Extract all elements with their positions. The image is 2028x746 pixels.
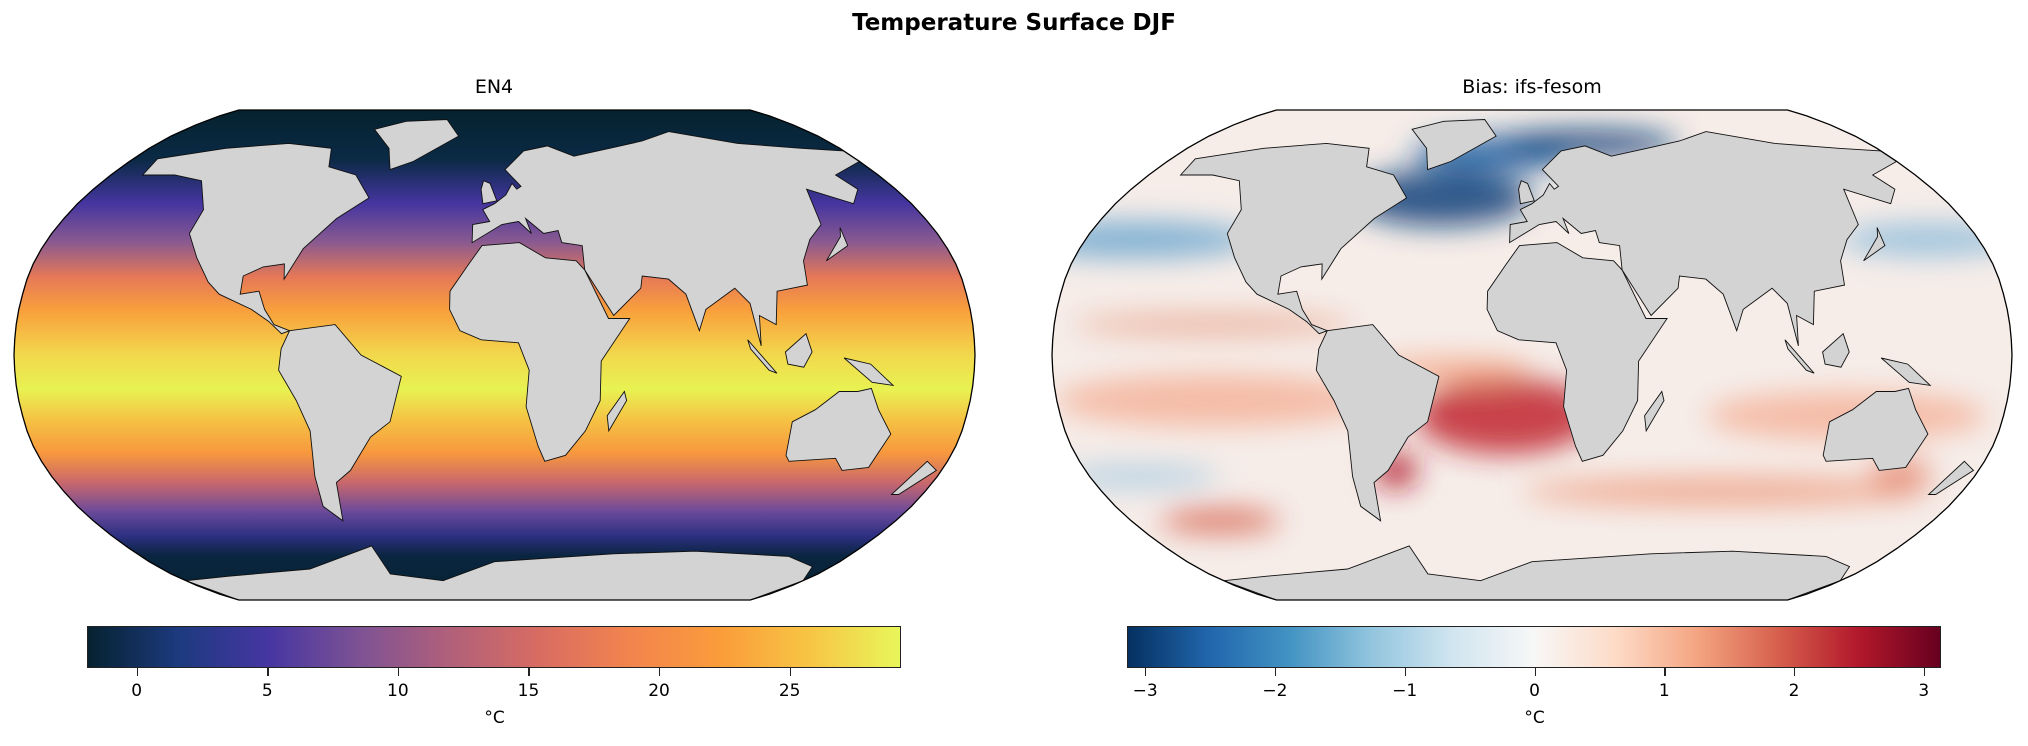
colorbar-tick xyxy=(528,668,530,676)
colorbar-tick-label: 0 xyxy=(131,681,143,701)
land-britain xyxy=(480,180,498,205)
panel-title-en4: EN4 xyxy=(474,76,514,98)
colorbar-tick xyxy=(789,668,791,676)
land-south-america xyxy=(1315,324,1440,522)
colorbar-tick xyxy=(1274,668,1277,676)
land-antarctica xyxy=(185,545,814,600)
panel-title-bias: Bias: ifs-fesom xyxy=(1462,76,1602,98)
land-madagascar xyxy=(606,390,628,433)
land-south-america xyxy=(278,324,402,522)
colorbar-bias xyxy=(1127,626,1941,668)
land-antarctica xyxy=(1223,545,1851,600)
bias-anomaly xyxy=(1415,377,1596,454)
land-borneo xyxy=(1822,332,1850,368)
land-north-america xyxy=(1179,142,1408,335)
land-new-zealand xyxy=(1927,460,1975,495)
bias-anomaly xyxy=(1160,508,1281,533)
colorbar-tick xyxy=(1923,668,1926,676)
land-new-guinea xyxy=(843,357,895,387)
colorbar-tick xyxy=(659,668,661,676)
colorbar-tick-label: 10 xyxy=(387,681,409,701)
land-sumatra xyxy=(1784,339,1815,374)
colorbar-tick xyxy=(397,668,400,676)
map-boundary xyxy=(13,109,976,601)
colorbar-tick-label: 5 xyxy=(261,681,273,701)
land-britain xyxy=(1518,180,1535,205)
land-new-guinea xyxy=(1880,357,1932,387)
colorbar-tick xyxy=(1664,668,1666,676)
colorbar-tick-label: 3 xyxy=(1918,681,1930,701)
colorbar-tick-label: 2 xyxy=(1788,681,1800,701)
bias-anomaly xyxy=(1073,314,1354,335)
colorbar-tick xyxy=(1534,668,1536,676)
land-africa xyxy=(449,242,631,462)
land-japan xyxy=(826,227,849,262)
colorbar-tick xyxy=(1404,668,1407,676)
land-eurasia xyxy=(1509,131,1898,347)
colorbar-en4 xyxy=(87,626,901,668)
bias-anomaly xyxy=(1058,466,1219,487)
land-greenland xyxy=(373,119,460,171)
land-madagascar xyxy=(1644,390,1665,433)
colorbar-tick xyxy=(1145,668,1147,676)
colorbar-tick-label: 20 xyxy=(648,681,670,701)
colorbar-label: °C xyxy=(1524,708,1545,728)
bias-anomaly xyxy=(1523,477,1924,506)
colorbar-tick-label: −1 xyxy=(1392,681,1418,701)
land-japan xyxy=(1863,227,1886,262)
map-en4 xyxy=(13,109,976,601)
colorbar-tick xyxy=(267,668,269,676)
colorbar-tick-label: 15 xyxy=(517,681,540,701)
land-new-zealand xyxy=(890,460,938,495)
bias-anomaly xyxy=(1838,223,2012,256)
land-africa xyxy=(1486,242,1668,462)
land-greenland xyxy=(1411,119,1497,171)
land-australia xyxy=(1822,387,1929,471)
bias-anomaly xyxy=(1052,221,1256,258)
map-bias xyxy=(1051,109,2013,601)
figure-title: Temperature Surface DJF xyxy=(852,10,1176,36)
map-boundary xyxy=(1051,109,2013,601)
land-north-america xyxy=(141,142,370,335)
bias-anomaly xyxy=(1055,374,1376,427)
bias-anomaly xyxy=(1498,129,1679,158)
land-borneo xyxy=(784,332,813,368)
land-eurasia xyxy=(471,131,861,347)
land-australia xyxy=(785,387,892,471)
colorbar-tick-label: 1 xyxy=(1658,681,1670,701)
colorbar-tick xyxy=(1794,668,1796,676)
colorbar-tick xyxy=(136,668,138,676)
colorbar-tick-label: −2 xyxy=(1262,681,1288,701)
colorbar-label: °C xyxy=(484,708,505,728)
colorbar-tick-label: −3 xyxy=(1132,681,1158,701)
colorbar-tick-label: 25 xyxy=(778,681,801,701)
colorbar-tick-label: 0 xyxy=(1529,681,1540,701)
land-sumatra xyxy=(747,339,778,374)
